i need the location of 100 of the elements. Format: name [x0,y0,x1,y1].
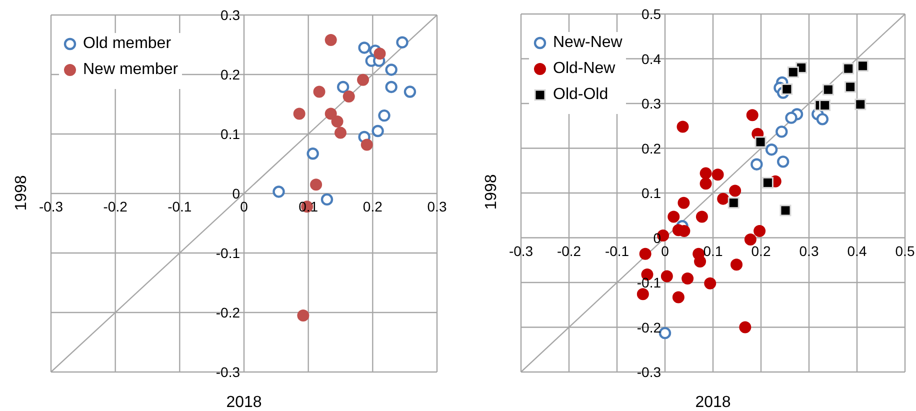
legend-label: Old-New [553,60,616,78]
y-tick-label: 0.3 [642,96,662,112]
x-tick-label: 0.2 [362,198,383,214]
point [658,326,672,340]
point [272,186,285,198]
point [780,204,792,216]
point [819,100,831,112]
y-tick-label: -0.1 [636,274,662,290]
point [306,148,319,160]
legend-label: Old member [83,35,172,53]
y-tick-label: 0.4 [642,50,662,67]
legend-label: Old-Old [553,86,608,104]
point [787,66,799,78]
x-tick-label: 0.3 [427,198,447,214]
point [676,120,689,133]
point [324,108,337,120]
y-tick-label: 0.1 [220,126,240,142]
point [822,84,834,96]
point [776,156,790,168]
point [744,234,756,246]
point [668,210,680,223]
y-tick-label: 0.2 [642,140,662,156]
point [781,83,793,95]
point [324,34,337,46]
point [320,193,334,206]
point [857,60,869,72]
y-tick-label: 0.5 [642,6,662,22]
point [404,86,416,98]
point [762,176,774,188]
y-tick-label: 0.1 [642,185,662,201]
point [639,248,652,260]
point [360,138,373,151]
point [739,321,752,334]
point [729,184,742,197]
point [700,167,712,180]
point [385,64,398,76]
point [636,288,649,300]
point [712,168,724,181]
point [746,109,758,122]
x-tick-label: 0.3 [799,242,819,259]
point [776,126,788,138]
y-tick-label: -0.2 [216,304,240,320]
point [754,225,766,238]
y-tick-label: 0.3 [220,7,240,23]
point [372,124,384,138]
point [678,196,690,209]
x-tick-label: -0.2 [556,242,582,259]
x-axis-title: 2018 [694,394,732,411]
point [750,158,763,170]
point [310,178,322,191]
y-tick-label: -0.2 [636,319,662,336]
point [293,108,306,120]
y-tick-label: 0 [653,230,662,246]
legend-label: New-New [553,34,622,52]
point [842,62,854,74]
point [672,291,684,304]
x-tick-label: 0.2 [751,242,771,259]
x-tick-label: 0.4 [847,242,867,259]
point [297,309,310,322]
point [660,270,673,282]
y-tick-label: -0.3 [216,364,240,380]
point [358,42,370,54]
legend-label: New member [83,61,178,79]
point [704,277,716,290]
point [331,116,344,128]
point [682,272,694,284]
point [730,258,743,271]
point [728,197,740,209]
point [374,48,386,60]
point [785,112,798,124]
x-tick-label: 0.1 [703,242,723,259]
x-axis-title: 2018 [225,394,263,411]
point [336,80,350,94]
point [854,98,866,110]
point [844,81,856,93]
x-tick-label: -0.3 [38,198,64,214]
point [694,255,706,268]
point [396,36,408,48]
point [334,126,346,139]
point [816,113,829,126]
point [696,210,708,223]
y-axis-title: 1998 [483,173,501,212]
point [313,86,326,98]
point [342,90,355,103]
x-tick-label: -0.1 [604,242,630,259]
x-tick-label: -0.1 [168,198,192,214]
x-tick-label: 0.5 [895,242,915,259]
point [385,80,398,94]
point [378,109,390,122]
point [700,178,712,190]
point [754,136,766,148]
x-tick-label: -0.2 [103,198,128,214]
point [765,143,778,156]
y-tick-label: -0.3 [636,364,662,380]
point [357,74,370,86]
point [717,192,730,205]
x-tick-label: -0.3 [508,242,534,259]
y-axis-title: 1998 [13,174,31,212]
y-tick-label: 0.2 [220,66,240,82]
y-tick-label: 0 [232,186,240,202]
